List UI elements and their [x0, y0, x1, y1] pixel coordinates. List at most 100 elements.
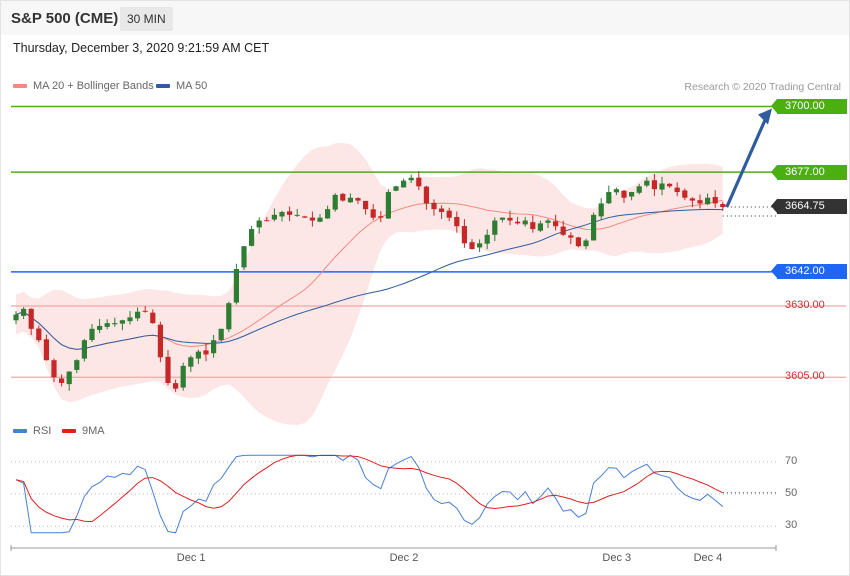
candle-body: [59, 378, 65, 383]
candle-body: [264, 220, 270, 222]
candle-body: [621, 190, 627, 198]
candle-body: [385, 192, 391, 219]
forecast-arrow-line: [725, 114, 769, 208]
candle-body: [591, 214, 597, 241]
candle-body: [256, 220, 262, 228]
ma50-line: [15, 208, 723, 350]
x-label-dec4: Dec 4: [693, 552, 723, 564]
pivot-tag: 3642.00: [771, 264, 847, 280]
candle-body: [165, 356, 171, 383]
bollinger-band: [16, 143, 723, 425]
candle-body: [325, 209, 331, 219]
candle-body: [287, 211, 293, 215]
timestamp: Thursday, December 3, 2020 9:21:59 AM CE…: [13, 41, 270, 55]
candle-body: [568, 235, 574, 238]
legend-ma20-label: MA 20 + Bollinger Bands: [33, 80, 154, 92]
candle-body: [317, 217, 323, 222]
candle-body: [347, 197, 353, 203]
candle-body: [477, 243, 483, 248]
ma50-swatch: [156, 84, 170, 88]
candle-body: [119, 320, 125, 324]
candle-body: [553, 221, 559, 227]
candle-body: [249, 229, 255, 246]
x-label-dec2: Dec 2: [389, 552, 419, 564]
candle-body: [689, 198, 695, 201]
candle-body: [423, 186, 429, 204]
candle-body: [393, 186, 399, 191]
candle-body: [127, 317, 133, 322]
candle-body: [454, 216, 460, 227]
last-price-tag: 3664.75: [771, 199, 847, 215]
resistance-1-tag: 3677.00: [771, 164, 847, 180]
candle-body: [135, 311, 141, 319]
candle-body: [522, 220, 528, 225]
candle-body: [636, 186, 642, 193]
candle-body: [226, 303, 232, 330]
candle-body: [659, 183, 665, 190]
rsi-level-50: 50: [785, 487, 798, 499]
candle-body: [66, 371, 72, 385]
candle-body: [150, 312, 156, 324]
candle-body: [36, 328, 42, 341]
candle-body: [188, 357, 194, 367]
candle-body: [492, 220, 498, 235]
support-1-label: 3630.00: [785, 298, 825, 311]
candle-body: [97, 325, 103, 330]
candle-body: [560, 226, 566, 235]
rsi-level-30: 30: [785, 519, 798, 532]
candle-body: [446, 210, 452, 218]
candle-body: [439, 208, 445, 212]
candle-body: [173, 383, 179, 389]
legend-ma20: MA 20 + Bollinger Bands: [13, 80, 154, 92]
candle-body: [302, 216, 308, 218]
candle-body: [13, 314, 19, 321]
candle-body: [651, 180, 657, 190]
candle-body: [606, 192, 612, 204]
candle-body: [271, 214, 277, 220]
candle-body: [112, 323, 118, 325]
candle-body: [431, 202, 437, 210]
candle-body: [218, 328, 224, 341]
candle-body: [484, 234, 490, 244]
candle-body: [51, 360, 57, 378]
candle-body: [294, 214, 300, 216]
candle-body: [43, 339, 49, 361]
candle-body: [28, 308, 34, 329]
legend-rsi-label: RSI: [33, 425, 52, 437]
candle-body: [469, 242, 475, 250]
candle-body: [363, 200, 369, 210]
candle-body: [74, 360, 80, 370]
candle-body: [241, 246, 247, 268]
candle-body: [195, 351, 201, 359]
candle-body: [712, 197, 718, 204]
candle-body: [667, 183, 673, 187]
credit-text: Research © 2020 Trading Central: [684, 81, 841, 93]
rsi-line: [15, 454, 724, 534]
candle-body: [507, 217, 513, 221]
candle-body: [340, 193, 346, 201]
timeframe-badge[interactable]: 30 MIN: [120, 7, 173, 31]
candle-body: [378, 216, 384, 218]
candle-body: [461, 226, 467, 244]
candle-body: [370, 209, 376, 218]
instrument-title: S&P 500 (CME): [11, 10, 119, 27]
candle-body: [408, 177, 414, 181]
chart-header: S&P 500 (CME) 30 MIN: [1, 1, 849, 35]
candle-body: [545, 220, 551, 223]
candle-body: [416, 177, 422, 187]
candle-body: [674, 187, 680, 193]
candle-body: [575, 237, 581, 247]
rsi-ma-line: [15, 454, 724, 523]
candle-body: [613, 189, 619, 193]
candle-body: [515, 221, 521, 224]
resistance-2-tag: 3700.00: [771, 99, 847, 115]
candle-body: [332, 194, 338, 210]
rsi-swatch: [13, 429, 27, 433]
candle-body: [583, 240, 589, 247]
candle-body: [203, 350, 209, 355]
candle-body: [233, 268, 239, 303]
rsi-level-70: 70: [785, 454, 798, 467]
candle-body: [157, 324, 163, 358]
legend-rsi: RSI: [13, 425, 51, 437]
candle-body: [309, 217, 315, 221]
